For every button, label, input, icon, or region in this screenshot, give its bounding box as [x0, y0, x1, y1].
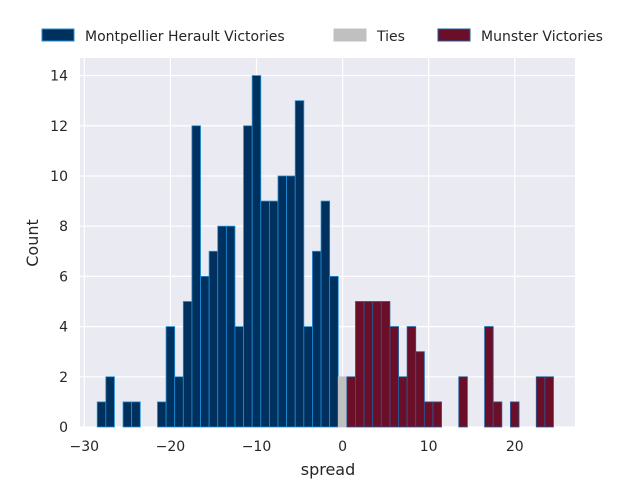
histogram-bar — [329, 275, 339, 428]
y-tick-label: 14 — [50, 69, 68, 85]
histogram-bar — [380, 301, 391, 428]
histogram-bar — [105, 376, 115, 428]
histogram-bar — [346, 376, 356, 428]
histogram-bar — [251, 75, 262, 428]
histogram-bar — [458, 376, 468, 428]
histogram-bar — [234, 326, 244, 428]
histogram-bar — [131, 401, 141, 428]
histogram-bar — [174, 376, 184, 428]
histogram-bar — [96, 401, 107, 428]
x-tick-label: 0 — [338, 439, 347, 455]
histogram-bar — [225, 225, 236, 428]
x-tick-label: 20 — [506, 439, 524, 455]
histogram-bar — [243, 125, 253, 428]
y-tick-labels: 0 2 4 6 8 10 12 14 — [50, 69, 68, 436]
histogram-bar — [294, 100, 305, 428]
histogram-bar — [191, 125, 201, 428]
histogram-bar — [355, 301, 365, 428]
histogram-bar — [372, 301, 382, 428]
histogram-bar — [303, 326, 313, 428]
x-tick-labels: −30 −20 −10 0 10 20 — [70, 439, 524, 455]
legend-swatch — [41, 28, 75, 42]
legend-label: Ties — [376, 29, 405, 45]
x-tick-label: −10 — [242, 439, 272, 455]
bars — [96, 75, 554, 428]
histogram-bar — [510, 401, 520, 428]
legend-swatch — [333, 28, 367, 42]
histogram-bar — [320, 200, 331, 428]
histogram-bar — [389, 326, 399, 428]
legend-label: Montpellier Herault Victories — [85, 29, 285, 45]
histogram-bar — [217, 225, 227, 428]
histogram-bar — [182, 301, 193, 428]
histogram-bar — [535, 376, 546, 428]
histogram-bar — [398, 376, 408, 428]
y-tick-label: 0 — [59, 420, 68, 436]
histogram-bar — [337, 376, 348, 428]
y-tick-label: 6 — [59, 269, 68, 285]
y-tick-label: 2 — [59, 370, 68, 386]
y-tick-label: 10 — [50, 169, 68, 185]
legend-label: Munster Victories — [481, 29, 603, 45]
histogram-bar — [286, 175, 296, 428]
histogram-bar — [312, 250, 322, 428]
x-tick-label: 10 — [420, 439, 438, 455]
histogram-bar — [260, 200, 270, 428]
histogram-bar — [157, 401, 167, 428]
y-tick-label: 12 — [50, 119, 68, 135]
histogram-bar — [492, 401, 503, 428]
x-tick-label: −20 — [156, 439, 186, 455]
histogram-bar — [200, 275, 210, 428]
x-tick-label: −30 — [70, 439, 100, 455]
histogram-bar — [484, 326, 494, 428]
histogram-bar — [277, 175, 288, 428]
histogram-bar — [165, 326, 176, 428]
histogram-bar — [208, 250, 219, 428]
histogram-bar — [423, 401, 434, 428]
y-tick-label: 8 — [59, 219, 68, 235]
histogram-bar — [406, 326, 417, 428]
histogram-bar — [363, 301, 374, 428]
y-tick-label: 4 — [59, 320, 68, 336]
legend: Montpellier Herault Victories Ties Munster… — [41, 28, 603, 45]
y-axis-label: Count — [23, 219, 42, 267]
histogram-bar — [544, 376, 554, 428]
legend-swatch — [437, 28, 471, 42]
histogram-bar — [268, 200, 279, 428]
histogram-bar — [415, 351, 425, 428]
histogram-bar — [122, 401, 133, 428]
histogram-bar — [432, 401, 442, 428]
x-axis-label: spread — [301, 460, 356, 479]
